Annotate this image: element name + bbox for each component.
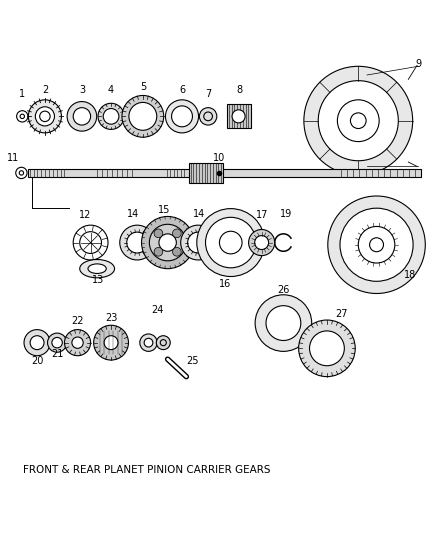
Text: 19: 19: [280, 209, 293, 219]
Text: 14: 14: [193, 209, 205, 219]
Text: 18: 18: [404, 270, 417, 280]
Circle shape: [28, 100, 61, 133]
Text: 24: 24: [151, 305, 163, 315]
Circle shape: [144, 338, 153, 347]
Bar: [226, 104, 251, 128]
Circle shape: [156, 336, 170, 350]
Circle shape: [94, 325, 128, 360]
Circle shape: [72, 337, 83, 349]
Text: 21: 21: [51, 349, 63, 359]
Circle shape: [140, 334, 157, 351]
Circle shape: [187, 232, 208, 253]
Circle shape: [73, 108, 91, 125]
Text: 14: 14: [127, 209, 139, 219]
Ellipse shape: [80, 260, 115, 278]
Circle shape: [154, 229, 163, 238]
Circle shape: [181, 225, 215, 260]
Circle shape: [52, 337, 62, 348]
Text: 12: 12: [79, 210, 92, 220]
Text: 9: 9: [415, 59, 421, 69]
Circle shape: [173, 247, 181, 256]
Text: 7: 7: [205, 88, 211, 99]
Text: 17: 17: [255, 210, 268, 220]
Circle shape: [310, 331, 344, 366]
Text: 22: 22: [71, 316, 84, 326]
Bar: [188, 163, 223, 182]
Circle shape: [199, 108, 217, 125]
Circle shape: [30, 336, 44, 350]
Ellipse shape: [88, 264, 106, 273]
Circle shape: [64, 329, 91, 356]
Text: 4: 4: [108, 85, 114, 95]
Text: 26: 26: [277, 286, 290, 295]
Text: 10: 10: [213, 152, 225, 163]
Text: 2: 2: [42, 85, 48, 95]
Circle shape: [173, 229, 181, 238]
Circle shape: [129, 102, 157, 130]
Circle shape: [127, 232, 148, 253]
Text: FRONT & REAR PLANET PINION CARRIER GEARS: FRONT & REAR PLANET PINION CARRIER GEARS: [23, 465, 271, 475]
Text: 6: 6: [179, 85, 185, 95]
Circle shape: [149, 224, 186, 261]
Circle shape: [159, 234, 177, 251]
Circle shape: [103, 109, 119, 124]
Text: 8: 8: [237, 85, 243, 95]
Circle shape: [98, 103, 124, 130]
Circle shape: [141, 216, 194, 269]
Circle shape: [47, 333, 67, 352]
Circle shape: [299, 320, 355, 377]
Circle shape: [166, 100, 198, 133]
Text: 27: 27: [336, 309, 348, 319]
Text: 11: 11: [7, 152, 20, 163]
Circle shape: [24, 329, 50, 356]
Circle shape: [304, 66, 413, 175]
Text: 13: 13: [92, 274, 104, 285]
Circle shape: [318, 80, 398, 161]
Text: 3: 3: [79, 85, 85, 95]
Circle shape: [154, 247, 163, 256]
Circle shape: [249, 230, 275, 256]
Text: 23: 23: [105, 313, 117, 323]
Circle shape: [67, 102, 97, 131]
Circle shape: [172, 106, 192, 127]
Text: 15: 15: [159, 205, 171, 215]
Circle shape: [35, 107, 54, 126]
Circle shape: [255, 295, 312, 351]
Text: 20: 20: [31, 357, 43, 366]
Circle shape: [266, 305, 301, 341]
Text: 1: 1: [19, 88, 25, 99]
Circle shape: [340, 208, 413, 281]
Circle shape: [254, 236, 268, 249]
Circle shape: [197, 208, 265, 277]
Circle shape: [122, 95, 164, 137]
Circle shape: [328, 196, 425, 294]
Bar: [28, 169, 421, 177]
Circle shape: [232, 110, 245, 123]
Circle shape: [104, 336, 118, 350]
Text: 5: 5: [140, 82, 146, 92]
Circle shape: [120, 225, 155, 260]
Circle shape: [205, 217, 256, 268]
Text: 16: 16: [219, 279, 232, 289]
Text: 25: 25: [187, 357, 199, 366]
